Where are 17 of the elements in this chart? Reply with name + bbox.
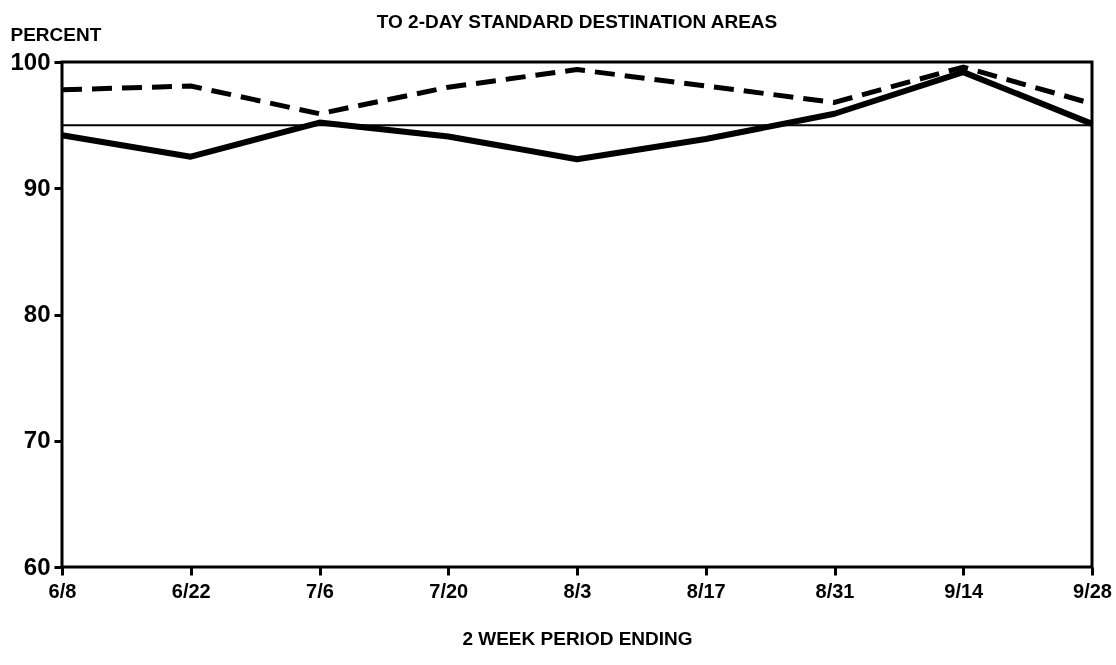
x-tick-label: 7/20: [429, 579, 469, 602]
y-tick-label: 90: [23, 173, 51, 201]
y-tick-label: 60: [23, 552, 51, 580]
y-tick-label: 100: [10, 47, 51, 75]
x-tick-label: 6/22: [171, 579, 211, 602]
x-tick-label: 8/17: [686, 579, 726, 602]
x-tick-label: 9/28: [1073, 579, 1112, 602]
y-tick-label: 80: [23, 300, 51, 327]
x-axis-title: 2 WEEK PERIOD ENDING: [462, 627, 693, 649]
x-tick-label: 7/6: [306, 579, 334, 602]
x-tick-label: 9/14: [944, 579, 985, 602]
x-tick-label: 8/31: [815, 579, 855, 602]
chart-title: TO 2-DAY STANDARD DESTINATION AREAS: [376, 11, 778, 32]
x-tick-label: 8/3: [563, 579, 592, 602]
y-tick-label: 70: [23, 426, 51, 454]
x-tick-label: 6/8: [48, 579, 77, 602]
y-axis-title: PERCENT: [10, 23, 102, 45]
